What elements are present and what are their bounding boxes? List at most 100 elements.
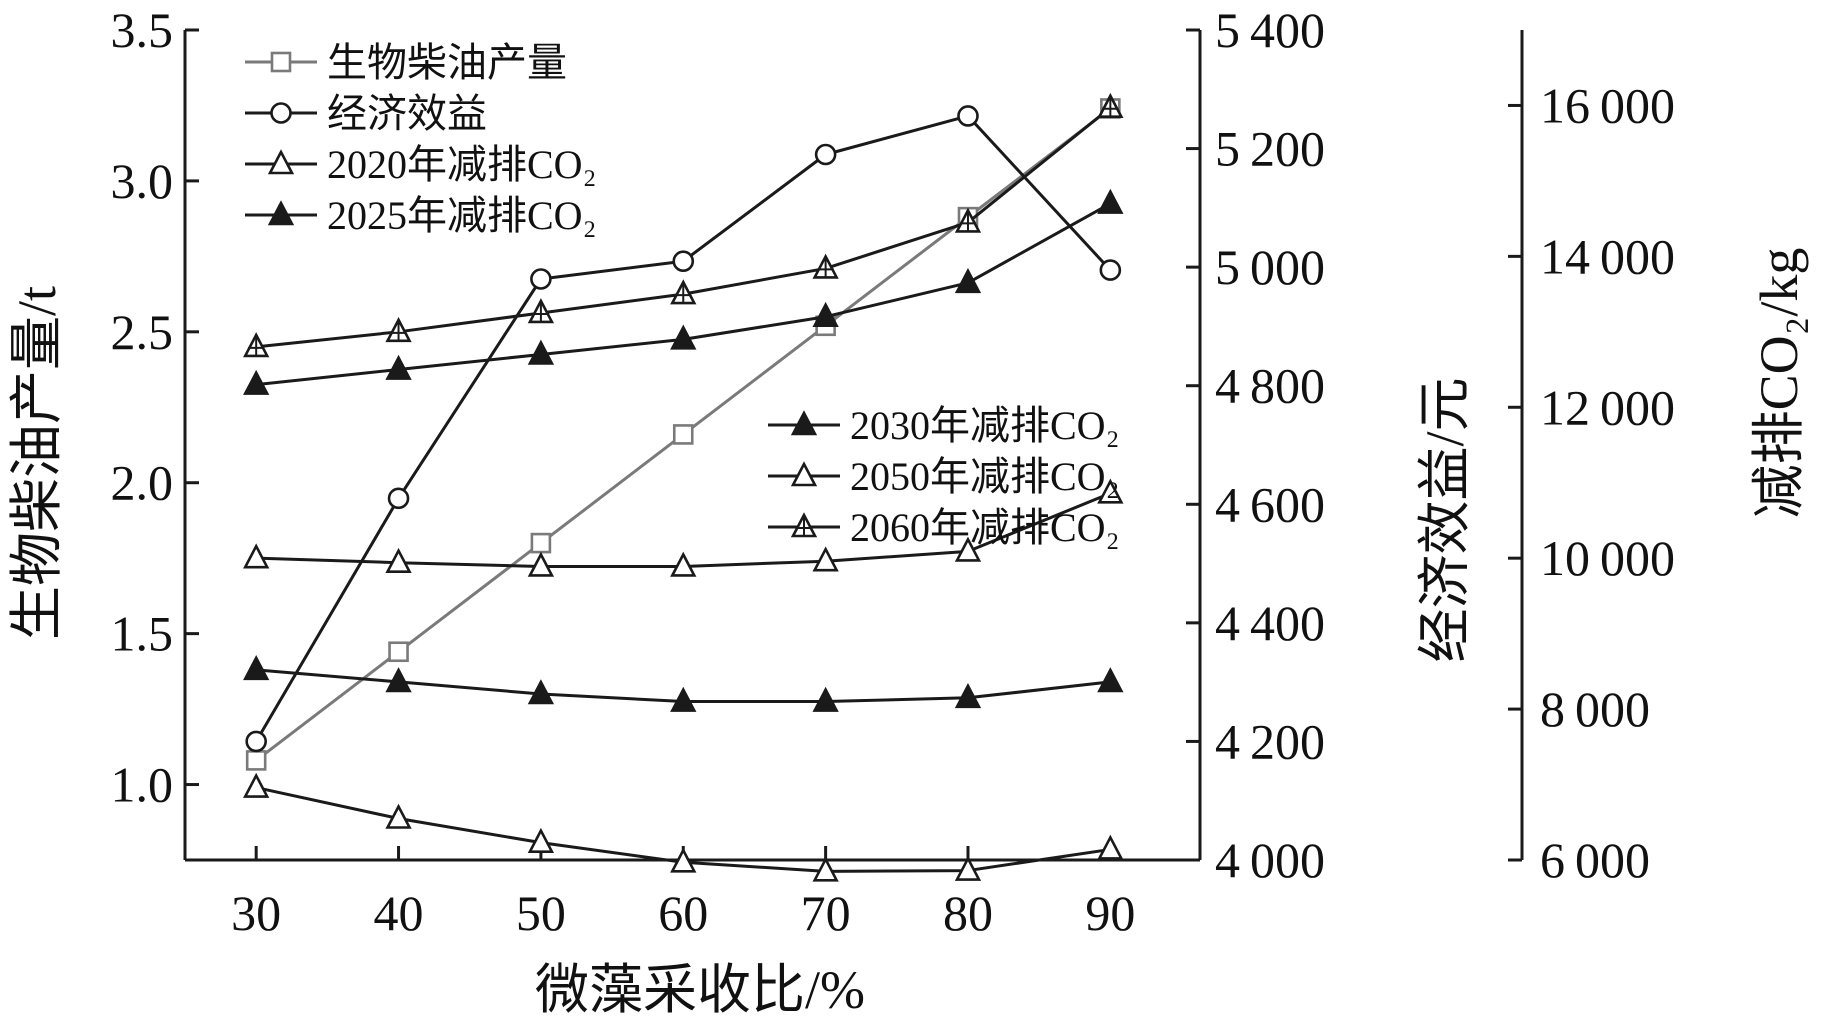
x-axis-title: 微藻采收比/%: [535, 960, 865, 1020]
data-point: [812, 546, 839, 572]
data-point: [245, 730, 267, 753]
y-mid-tick-label: 4 400: [1215, 595, 1325, 651]
data-point: [954, 682, 982, 709]
data-point: [245, 750, 267, 771]
data-point: [243, 332, 270, 358]
legend-entry: 经济效益: [245, 91, 487, 136]
data-point: [814, 143, 837, 166]
data-point: [670, 551, 697, 577]
data-point: [388, 641, 409, 663]
data-point: [670, 847, 697, 873]
y-left-tick-label: 2.5: [111, 304, 174, 360]
data-point: [1097, 834, 1124, 860]
x-tick-label: 60: [658, 885, 708, 941]
y-right-tick-label: 6 000: [1540, 832, 1650, 888]
data-point: [1097, 667, 1124, 693]
legend-label: 经济效益: [327, 91, 487, 136]
y-left-tick-label: 2.0: [111, 455, 174, 511]
data-point: [385, 547, 412, 574]
y-left-tick-label: 3.0: [111, 153, 174, 209]
data-point: [672, 424, 694, 445]
y-mid-tick-label: 5 000: [1215, 239, 1325, 295]
data-point: [670, 279, 697, 305]
y-mid-tick-label: 4 600: [1215, 476, 1325, 532]
x-tick-label: 70: [801, 885, 851, 941]
data-point: [790, 512, 818, 538]
legend-entry: 2025年减排CO₂: [245, 193, 597, 238]
legend-entry: 生物柴油产量: [245, 40, 567, 85]
series-3: [243, 772, 1124, 882]
data-point: [670, 686, 697, 712]
legend-label: 2020年减排CO₂: [327, 142, 597, 187]
data-point: [243, 369, 270, 395]
data-point: [957, 105, 979, 127]
data-point: [1097, 478, 1124, 504]
x-tick-label: 40: [374, 885, 424, 941]
data-point: [387, 487, 410, 510]
data-point: [670, 324, 697, 350]
data-point: [267, 200, 295, 226]
data-point: [243, 655, 270, 681]
data-point: [812, 686, 839, 712]
data-point: [385, 803, 412, 829]
series-4: [243, 655, 1124, 712]
y-axis-mid-title: 经济效益/元: [1415, 377, 1475, 662]
y-right-tick-label: 12 000: [1540, 379, 1675, 435]
data-point: [790, 410, 818, 436]
y-mid-tick-label: 5 400: [1215, 2, 1325, 58]
data-point: [530, 268, 552, 290]
y-axis-left-title: 生物柴油产量/t: [7, 286, 67, 640]
data-point: [954, 207, 982, 233]
y-left-tick-label: 1.5: [111, 606, 174, 662]
legend-label: 2060年减排CO₂: [850, 505, 1120, 550]
y-mid-tick-label: 4 800: [1215, 358, 1325, 414]
data-point: [954, 267, 982, 294]
data-point: [1099, 259, 1122, 281]
data-point: [243, 772, 270, 798]
data-point: [672, 250, 695, 273]
series-5: [243, 188, 1124, 395]
data-point: [790, 461, 818, 487]
legend-label: 2030年减排CO₂: [850, 403, 1120, 448]
data-point: [385, 667, 412, 693]
y-mid-tick-label: 4 200: [1215, 713, 1325, 769]
y-right-tick-label: 16 000: [1540, 77, 1675, 133]
x-tick-label: 50: [516, 885, 566, 941]
data-point: [270, 51, 292, 73]
y-axis-right-title: 减排CO₂/kg: [1749, 248, 1809, 519]
legend-entry: 2050年减排CO₂: [768, 454, 1120, 499]
data-point: [530, 532, 552, 554]
data-point: [812, 856, 839, 882]
plot-series: [243, 92, 1124, 882]
y-right-tick-label: 10 000: [1540, 530, 1675, 586]
x-tick-label: 80: [943, 885, 993, 941]
y-left-tick-label: 3.5: [111, 2, 174, 58]
data-point: [385, 317, 412, 343]
data-point: [385, 354, 412, 380]
series-7: [243, 92, 1124, 358]
x-tick-label: 30: [231, 885, 281, 941]
data-point: [527, 827, 555, 853]
series-2: [245, 105, 1122, 753]
legend-entry: 2030年减排CO₂: [768, 403, 1120, 448]
data-point: [527, 679, 555, 705]
data-point: [270, 102, 292, 124]
axes: 30 40 50 60 70 80 90 1.0 1.5 2.0 2.5 3.0 3.5 4 000 4 2…: [111, 2, 1676, 941]
legend-entry: 2020年减排CO₂: [245, 142, 597, 187]
series-6: [243, 478, 1124, 577]
x-tick-label: 90: [1085, 885, 1135, 941]
legend-label: 2025年减排CO₂: [327, 193, 597, 238]
data-point: [812, 253, 839, 279]
data-point: [527, 339, 555, 365]
data-point: [267, 149, 295, 175]
data-point: [1097, 188, 1124, 214]
data-point: [954, 536, 982, 562]
y-mid-tick-label: 5 200: [1215, 121, 1325, 177]
data-point: [812, 301, 839, 328]
legend-entry: 2060年减排CO₂: [768, 505, 1120, 550]
y-mid-tick-label: 4 000: [1215, 832, 1325, 888]
data-point: [954, 855, 982, 881]
y-right-tick-label: 14 000: [1540, 228, 1675, 284]
